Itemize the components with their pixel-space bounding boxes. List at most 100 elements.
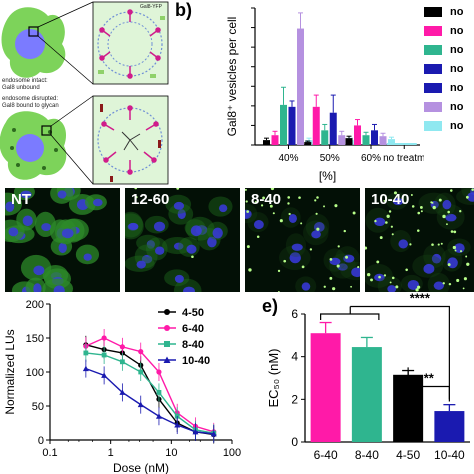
cell-nucleus: [374, 217, 386, 227]
gal8-puncta: [352, 211, 356, 215]
bar: [271, 135, 279, 145]
gal8-puncta: [270, 188, 275, 191]
gal8-puncta: [329, 258, 333, 261]
nucleus-disrupted: [16, 134, 44, 162]
x-tick-label: 1: [108, 447, 114, 459]
gal8-puncta: [447, 210, 450, 214]
x-tick-label: 50%: [320, 153, 340, 164]
cell-nucleus: [387, 285, 397, 292]
cell-nucleus: [173, 242, 184, 250]
gal8-puncta: [448, 282, 452, 286]
gal8-puncta: [334, 204, 338, 208]
x-tick-label: no treatm: [383, 153, 424, 164]
gal8-puncta: [316, 196, 319, 199]
cell-nucleus: [183, 286, 195, 292]
legend-item: no: [424, 21, 474, 40]
gal8-puncta: [432, 205, 436, 210]
gal8-puncta: [323, 285, 326, 288]
gal8-puncta: [246, 210, 250, 213]
legend-swatch: [424, 101, 442, 112]
gal8-puncta: [379, 236, 383, 239]
legend-label: no: [450, 62, 464, 75]
micrograph-label-nt: NT: [11, 191, 31, 208]
panel-e-letter: e): [262, 296, 279, 316]
bracket-significance-1: [350, 305, 450, 400]
series-line: [85, 352, 214, 434]
legend-label: 10-40: [182, 355, 210, 367]
legend-swatch: [424, 6, 442, 17]
gal8-puncta: [419, 206, 423, 209]
legend-swatch: [424, 63, 442, 74]
gal8-puncta: [374, 219, 377, 223]
cell-nucleus: [20, 190, 32, 199]
gal8-puncta: [454, 249, 457, 252]
bracket-significance-2: [407, 367, 450, 402]
gal8-puncta: [442, 214, 446, 219]
gal8-puncta: [337, 245, 340, 248]
y-tick-label: 150: [26, 333, 44, 345]
micrograph-label-12-60: 12-60: [131, 191, 170, 208]
micrograph-label-10-40: 10-40: [371, 191, 410, 208]
inset-label: Gal8-YFP: [140, 4, 162, 10]
cell-nucleus: [253, 220, 264, 230]
gal8-puncta: [301, 265, 305, 269]
cell-nucleus: [136, 260, 146, 269]
data-point: [138, 369, 144, 375]
legend-swatch: [424, 44, 442, 55]
gal8-puncta: [135, 196, 138, 199]
gal8-puncta: [415, 288, 419, 292]
panel-b-letter: b): [175, 0, 192, 20]
series-line: [85, 337, 214, 433]
cell-nucleus: [57, 190, 67, 199]
gal8-puncta: [450, 230, 454, 233]
gal8-puncta: [411, 205, 415, 208]
y-tick-label: 2: [291, 392, 298, 406]
gal8-puncta: [357, 266, 360, 269]
legend-item: no: [424, 59, 474, 78]
cell-nucleus: [207, 236, 217, 248]
gal8-puncta: [438, 198, 442, 202]
gal8-puncta: [256, 235, 260, 239]
gal8-puncta: [437, 243, 440, 246]
gal8-puncta: [336, 264, 340, 268]
caption-intact-line2: Gal8 unbound: [2, 85, 40, 91]
gal8-puncta: [314, 199, 317, 202]
gal8-puncta: [262, 196, 265, 200]
x-tick-label: 0.1: [42, 447, 57, 459]
cell-nucleus: [212, 227, 223, 239]
cell-nucleus: [433, 281, 445, 290]
gal8-puncta: [332, 287, 336, 291]
bar: [371, 130, 378, 145]
cell-nucleus: [22, 215, 33, 227]
panel-c-chart: 0 50 100 150 200 0.1 1 10 100 Dose (nM) Normalized…: [3, 299, 241, 474]
x-axis-label: Dose (nM): [113, 461, 169, 474]
cell-nucleus: [445, 213, 457, 222]
micrograph-8-40: 8-40: [245, 188, 360, 292]
x-tick-label: 60%: [361, 153, 381, 164]
cell-nucleus: [174, 274, 184, 283]
gal8-puncta: [370, 278, 373, 282]
cell-nucleus: [351, 267, 360, 278]
gal8-puncta: [323, 205, 325, 208]
gal8-puncta: [245, 188, 247, 191]
bar: [263, 140, 270, 145]
gal8-puncta: [279, 219, 283, 223]
gal8-puncta: [376, 260, 380, 264]
gal8-puncta: [246, 245, 250, 249]
gal8-puncta: [462, 287, 465, 290]
bar: [288, 106, 296, 145]
cell-nucleus: [53, 285, 65, 292]
caption-intact-line1: endosome intact:: [2, 78, 48, 84]
data-point: [155, 413, 162, 419]
data-point: [137, 401, 144, 408]
bar: [362, 135, 370, 145]
gal8-puncta: [385, 221, 388, 224]
data-point: [156, 390, 162, 395]
gal8-puncta: [343, 229, 346, 233]
legend-item: no: [424, 78, 474, 97]
gal8-puncta: [405, 268, 408, 272]
gal8-puncta: [442, 282, 445, 285]
data-point: [101, 372, 108, 378]
bar: [379, 136, 387, 145]
gal8-puncta: [316, 227, 320, 231]
